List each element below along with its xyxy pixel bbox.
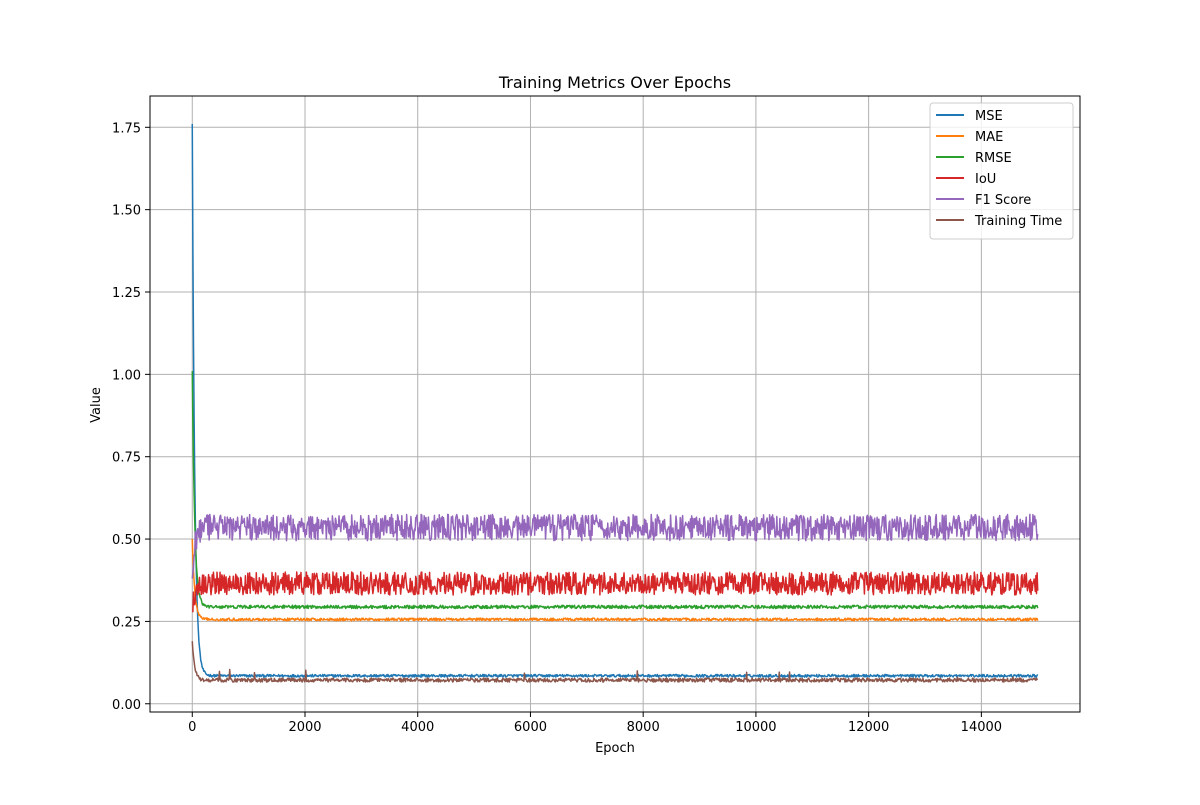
- series-line-rmse: [191, 371, 1039, 610]
- y-tick-label: 1.25: [112, 286, 141, 301]
- axes-frame: [149, 95, 1081, 713]
- y-tick-label: 0.50: [112, 533, 141, 548]
- legend-label: IoU: [975, 172, 996, 187]
- y-tick-label: 1.50: [112, 204, 141, 219]
- series-layer: [191, 123, 1039, 683]
- y-axis-label: Value: [89, 387, 104, 423]
- tick-layer: 0 2000 4000 6000 8000 10000 12000 14000 0.00 0.25…: [112, 121, 1002, 735]
- chart-title: Training Metrics Over Epochs: [498, 73, 731, 92]
- legend-label: RMSE: [975, 151, 1012, 166]
- x-axis-label: Epoch: [595, 741, 635, 756]
- x-tick-label: 2000: [288, 720, 321, 735]
- x-tick-label: 10000: [735, 720, 776, 735]
- x-tick-label: 14000: [961, 720, 1002, 735]
- legend-label: MAE: [975, 130, 1003, 145]
- legend-label: Training Time: [974, 214, 1062, 229]
- series-line-mae: [191, 539, 1039, 622]
- series-line-mse: [191, 123, 1039, 678]
- y-tick-label: 1.00: [112, 368, 141, 383]
- series-line-training-time: [191, 641, 1039, 683]
- legend-label: F1 Score: [975, 193, 1031, 208]
- legend-label: MSE: [975, 109, 1003, 124]
- x-tick-label: 0: [188, 720, 196, 735]
- x-tick-label: 8000: [627, 720, 660, 735]
- legend: MSE MAE RMSE IoU F1 Score Training Time: [929, 102, 1074, 240]
- legend-box: [929, 102, 1074, 240]
- series-line-f1-score: [191, 513, 1039, 579]
- series-line-iou: [192, 571, 1039, 613]
- y-tick-label: 1.75: [112, 121, 141, 136]
- x-tick-label: 6000: [514, 720, 547, 735]
- x-tick-label: 4000: [401, 720, 434, 735]
- y-tick-label: 0.25: [112, 615, 141, 630]
- x-tick-label: 12000: [848, 720, 889, 735]
- y-tick-label: 0.00: [112, 698, 141, 713]
- y-tick-label: 0.75: [112, 451, 141, 466]
